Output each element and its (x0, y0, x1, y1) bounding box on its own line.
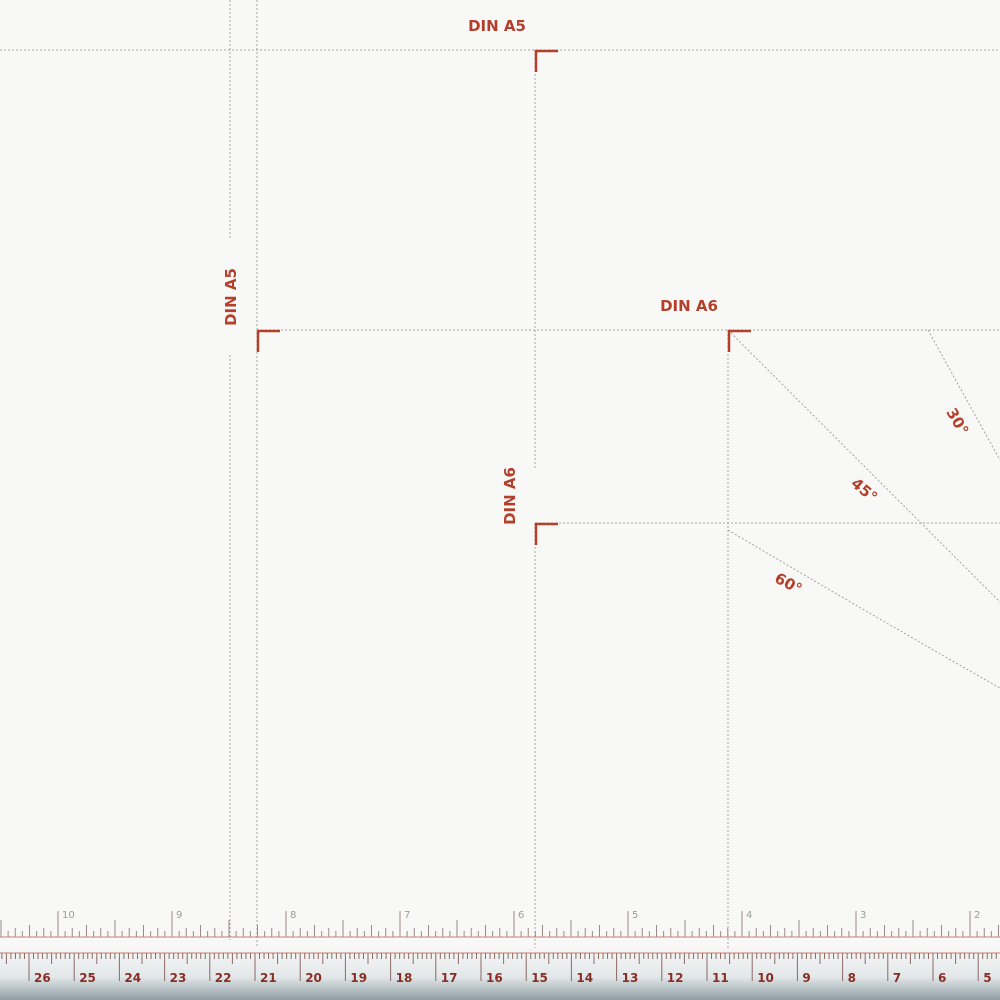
label-din-a5-side: DIN A5 (222, 268, 240, 326)
angle-60-line (727, 529, 1000, 689)
cm-label: 15 (531, 971, 548, 985)
label-angle-60: 60° (772, 569, 806, 598)
cm-label: 7 (893, 971, 901, 985)
cm-label: 11 (712, 971, 729, 985)
inch-label: 7 (404, 910, 410, 921)
corner-mark-a6-side (534, 522, 558, 545)
cm-label: 23 (170, 971, 187, 985)
cm-label: 21 (260, 971, 277, 985)
cm-label: 13 (622, 971, 639, 985)
inch-label: 10 (62, 910, 75, 921)
cm-label: 10 (757, 971, 774, 985)
label-din-a6-top: DIN A6 (660, 297, 718, 315)
label-din-a6-side: DIN A6 (501, 467, 519, 525)
cm-label: 14 (576, 971, 593, 985)
inch-label: 4 (746, 910, 752, 921)
cm-label: 24 (124, 971, 141, 985)
inch-label: 3 (860, 910, 866, 921)
angle-30-line (927, 329, 1000, 461)
cm-label: 6 (938, 971, 946, 985)
cm-label: 25 (79, 971, 96, 985)
cm-label: 22 (215, 971, 232, 985)
corner-mark-a6 (727, 329, 751, 352)
cm-label: 16 (486, 971, 503, 985)
cm-label: 17 (441, 971, 458, 985)
cm-scale (1, 953, 997, 981)
inch-labels: 10 9 8 7 6 5 4 3 2 (62, 910, 980, 921)
label-angle-30: 30° (942, 405, 972, 439)
corner-mark-a5 (534, 49, 558, 72)
cm-label: 9 (802, 971, 810, 985)
cm-labels: 26 25 24 23 22 21 20 19 18 17 16 15 14 13 12 11 10 9 8 7 6 5 (34, 971, 992, 985)
cm-label: 20 (305, 971, 322, 985)
angle-45-line (727, 329, 1000, 603)
cm-label: 18 (396, 971, 413, 985)
label-angle-45: 45° (848, 474, 881, 506)
corner-mark-a5-side (256, 329, 280, 352)
cm-label: 26 (34, 971, 51, 985)
corner-marks (256, 49, 751, 545)
cm-label: 12 (667, 971, 684, 985)
label-din-a5-top: DIN A5 (468, 17, 526, 35)
inch-label: 2 (974, 910, 980, 921)
cm-label: 19 (350, 971, 367, 985)
inch-label: 5 (632, 910, 638, 921)
cm-label: 5 (983, 971, 991, 985)
inch-label: 8 (290, 910, 296, 921)
dotted-guides (0, 0, 1000, 950)
inch-label: 6 (518, 910, 524, 921)
cm-label: 8 (848, 971, 856, 985)
inch-scale (0, 911, 999, 937)
inch-label: 9 (176, 910, 182, 921)
